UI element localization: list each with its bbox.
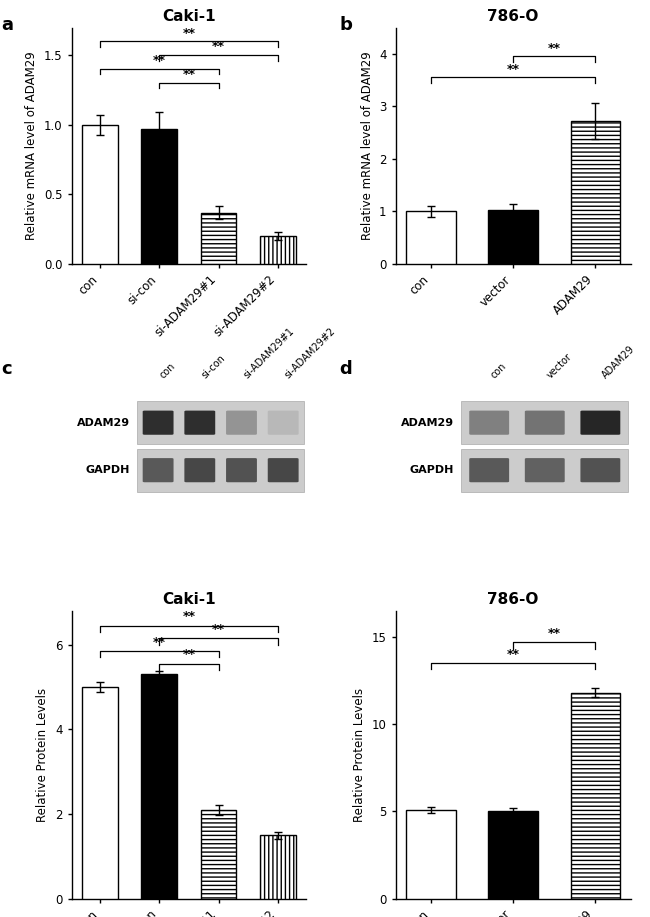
- Bar: [260, 237, 296, 264]
- Bar: [406, 212, 456, 264]
- Text: ADAM29: ADAM29: [401, 417, 454, 427]
- FancyBboxPatch shape: [580, 411, 620, 435]
- FancyBboxPatch shape: [525, 458, 565, 482]
- Text: ADAM29: ADAM29: [601, 344, 637, 381]
- FancyBboxPatch shape: [226, 411, 257, 435]
- Title: Caki-1: Caki-1: [162, 8, 216, 24]
- Bar: [142, 674, 177, 899]
- FancyBboxPatch shape: [268, 458, 298, 482]
- FancyBboxPatch shape: [143, 458, 174, 482]
- Bar: [137, 448, 304, 492]
- Text: **: **: [153, 54, 166, 67]
- Text: con: con: [489, 361, 509, 381]
- FancyBboxPatch shape: [185, 458, 215, 482]
- Text: **: **: [183, 611, 196, 624]
- Bar: [201, 213, 237, 264]
- Bar: [488, 210, 538, 264]
- FancyBboxPatch shape: [185, 411, 215, 435]
- Title: Caki-1: Caki-1: [162, 591, 216, 607]
- Bar: [488, 812, 538, 899]
- Text: b: b: [339, 16, 352, 34]
- FancyBboxPatch shape: [580, 458, 620, 482]
- Y-axis label: Relative mRNA level of ADAM29: Relative mRNA level of ADAM29: [361, 51, 374, 240]
- Bar: [462, 402, 628, 444]
- Bar: [406, 810, 456, 899]
- Text: GAPDH: GAPDH: [86, 465, 130, 475]
- Text: ADAM29: ADAM29: [77, 417, 130, 427]
- Bar: [142, 129, 177, 264]
- Text: c: c: [1, 360, 12, 379]
- Text: d: d: [339, 360, 352, 379]
- FancyBboxPatch shape: [268, 411, 298, 435]
- FancyBboxPatch shape: [469, 411, 509, 435]
- Text: con: con: [158, 361, 177, 381]
- Text: **: **: [506, 62, 519, 75]
- Text: **: **: [183, 648, 196, 661]
- Text: **: **: [547, 41, 560, 54]
- Bar: [462, 448, 628, 492]
- Text: GAPDH: GAPDH: [410, 465, 454, 475]
- Text: **: **: [212, 40, 225, 53]
- Text: a: a: [1, 16, 13, 34]
- Y-axis label: Relative mRNA level of ADAM29: Relative mRNA level of ADAM29: [25, 51, 38, 240]
- Text: **: **: [183, 68, 196, 82]
- Y-axis label: Relative Protein Levels: Relative Protein Levels: [353, 688, 366, 822]
- Bar: [571, 692, 620, 899]
- Text: **: **: [183, 27, 196, 39]
- Text: si-ADAM29#2: si-ADAM29#2: [283, 326, 338, 381]
- Text: vector: vector: [545, 352, 574, 381]
- FancyBboxPatch shape: [525, 411, 565, 435]
- Text: si-con: si-con: [200, 353, 227, 381]
- Bar: [571, 121, 620, 264]
- Title: 786-O: 786-O: [488, 8, 539, 24]
- FancyBboxPatch shape: [469, 458, 509, 482]
- Bar: [82, 687, 118, 899]
- Text: **: **: [153, 635, 166, 648]
- Text: si-ADAM29#1: si-ADAM29#1: [242, 326, 296, 381]
- Text: **: **: [547, 627, 560, 640]
- Bar: [201, 810, 237, 899]
- FancyBboxPatch shape: [226, 458, 257, 482]
- Bar: [260, 835, 296, 899]
- Text: **: **: [506, 647, 519, 661]
- Title: 786-O: 786-O: [488, 591, 539, 607]
- FancyBboxPatch shape: [143, 411, 174, 435]
- Bar: [82, 125, 118, 264]
- Y-axis label: Relative Protein Levels: Relative Protein Levels: [36, 688, 49, 822]
- Bar: [137, 402, 304, 444]
- Text: **: **: [212, 623, 225, 636]
